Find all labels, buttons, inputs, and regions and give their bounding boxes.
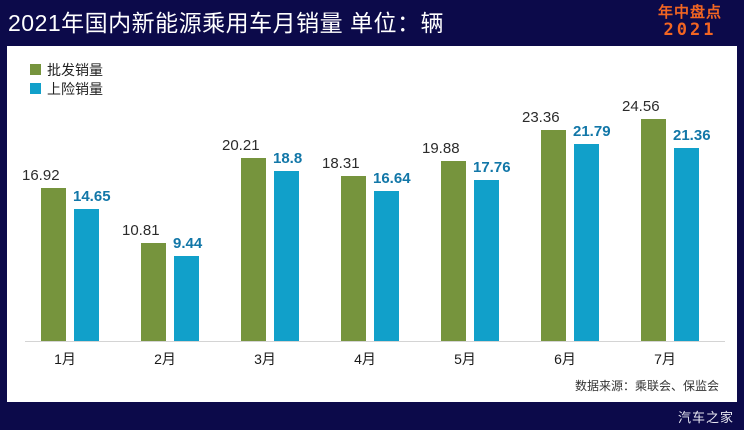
x-axis-tick-label: 3月 (254, 351, 276, 367)
bar-value-label-wholesale: 16.92 (22, 167, 60, 184)
bar-value-label-insured: 21.79 (573, 123, 611, 140)
bar-value-label-insured: 9.44 (173, 235, 203, 252)
bar-value-label-wholesale: 23.36 (522, 109, 560, 126)
bar-insured[interactable] (274, 171, 299, 341)
bar-group: 24.56 21.36 (622, 99, 725, 341)
bar-wholesale[interactable] (41, 188, 66, 341)
bar-wholesale[interactable] (641, 119, 666, 341)
bar-group: 18.31 16.64 (322, 106, 425, 341)
page-title: 2021年国内新能源乘用车月销量 单位：辆 (8, 10, 445, 36)
bar-value-label-wholesale: 24.56 (622, 98, 660, 115)
bar-group: 20.21 18.8 (222, 106, 325, 341)
legend-swatch-icon-wholesale (30, 64, 41, 75)
legend-swatch-icon-insured (30, 83, 41, 94)
legend-label-wholesale: 批发销量 (47, 61, 103, 78)
bar-group: 16.92 14.65 (22, 106, 125, 341)
bar-value-label-insured: 18.8 (273, 150, 303, 167)
header-bar: 2021年国内新能源乘用车月销量 单位：辆 年中盘点 2021 (0, 0, 744, 46)
x-axis-line (25, 341, 725, 342)
bar-value-label-insured: 14.65 (73, 188, 111, 205)
bar-group: 23.36 21.79 (522, 106, 625, 341)
bar-group: 19.88 17.76 (422, 106, 525, 341)
source-note: 数据来源：乘联会、保监会 (574, 379, 719, 393)
bar-wholesale[interactable] (541, 130, 566, 341)
legend-item-wholesale: 批发销量 (30, 60, 103, 79)
x-axis-tick-label: 5月 (454, 351, 476, 367)
bar-group: 10.81 9.44 (122, 106, 225, 341)
x-axis-tick-label: 1月 (54, 351, 76, 367)
bar-wholesale[interactable] (241, 158, 266, 341)
bar-insured[interactable] (674, 148, 699, 341)
campaign-logo-title: 年中盘点 (657, 4, 722, 21)
bar-wholesale[interactable] (341, 176, 366, 341)
brand-watermark: 汽车之家 (677, 410, 734, 425)
bar-insured[interactable] (574, 144, 599, 341)
plot-area: 16.92 14.65 10.81 9.44 20.21 18.8 18.31 16.64 19… (7, 46, 737, 402)
legend-label-insured: 上险销量 (47, 80, 103, 97)
bar-value-label-insured: 17.76 (473, 159, 511, 176)
bar-insured[interactable] (174, 256, 199, 341)
x-axis-tick-label: 6月 (554, 351, 576, 367)
bar-wholesale[interactable] (441, 161, 466, 341)
bar-value-label-insured: 21.36 (673, 127, 711, 144)
x-axis-tick-label: 2月 (154, 351, 176, 367)
x-axis-tick-label: 4月 (354, 351, 376, 367)
x-axis-tick-label: 7月 (654, 351, 676, 367)
footer-bar: 汽车之家 (0, 402, 744, 430)
bar-value-label-wholesale: 19.88 (422, 140, 460, 157)
bar-insured[interactable] (474, 180, 499, 341)
campaign-logo: 年中盘点 2021 (644, 2, 736, 44)
bar-value-label-wholesale: 10.81 (122, 222, 160, 239)
legend-item-insured: 上险销量 (30, 79, 103, 98)
bar-wholesale[interactable] (141, 243, 166, 341)
chart-panel: 批发销量 上险销量 16.92 14.65 10.81 9.44 20.21 18.8 18… (7, 46, 737, 402)
bar-value-label-insured: 16.64 (373, 170, 411, 187)
bar-value-label-wholesale: 20.21 (222, 137, 260, 154)
bar-insured[interactable] (374, 191, 399, 341)
campaign-logo-year: 2021 (663, 20, 717, 40)
bar-insured[interactable] (74, 209, 99, 341)
bar-value-label-wholesale: 18.31 (322, 155, 360, 172)
chart-legend: 批发销量 上险销量 (30, 60, 103, 98)
